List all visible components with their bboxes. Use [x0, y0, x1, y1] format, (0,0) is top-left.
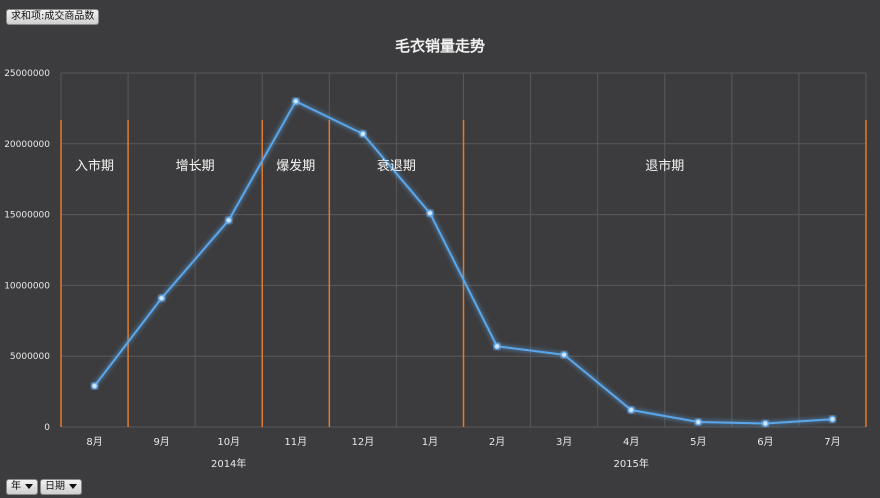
x-tick-label: 1月	[422, 436, 438, 448]
year-field-label: 年	[11, 481, 21, 492]
date-field-button[interactable]: 日期	[40, 479, 82, 495]
x-tick-label: 12月	[352, 436, 375, 448]
x-tick-label: 8月	[86, 436, 102, 448]
x-group-label: 2014年	[211, 457, 246, 470]
year-field-button[interactable]: 年	[6, 479, 38, 495]
x-tick-label: 9月	[153, 436, 169, 448]
x-tick-label: 11月	[284, 436, 307, 448]
data-point	[158, 294, 166, 302]
chart-title: 毛衣销量走势	[395, 37, 485, 55]
y-tick-label: 0	[44, 423, 50, 433]
data-point	[426, 209, 434, 217]
data-point	[225, 216, 233, 224]
data-point	[761, 420, 769, 427]
data-point	[694, 418, 702, 426]
x-tick-label: 10月	[217, 436, 240, 448]
data-point	[91, 382, 98, 390]
phase-label: 爆发期	[276, 158, 315, 174]
x-tick-label: 3月	[556, 436, 572, 448]
x-tick-label: 5月	[690, 436, 706, 448]
y-tick-label: 15000000	[4, 211, 50, 221]
series-line	[93, 100, 833, 425]
values-field-button[interactable]: 求和项:成交商品数	[6, 9, 100, 25]
date-field-label: 日期	[45, 481, 65, 492]
y-tick-label: 5000000	[10, 352, 50, 362]
data-point	[829, 415, 836, 423]
phase-label: 衰退期	[377, 158, 416, 174]
dropdown-arrow-icon[interactable]	[69, 483, 77, 489]
x-group-label: 2015年	[613, 457, 648, 470]
data-point	[560, 351, 568, 359]
phase-label: 增长期	[176, 159, 215, 174]
x-tick-label: 4月	[623, 436, 639, 448]
x-tick-label: 2月	[489, 436, 505, 448]
dropdown-arrow-icon[interactable]	[25, 483, 33, 489]
y-tick-label: 10000000	[4, 281, 50, 291]
data-point	[493, 342, 501, 350]
y-tick-label: 20000000	[4, 140, 50, 150]
phase-label: 退市期	[645, 158, 684, 174]
data-point	[359, 130, 367, 138]
data-point	[292, 97, 300, 105]
x-tick-label: 7月	[824, 436, 840, 448]
data-point	[627, 406, 635, 414]
phase-label: 入市期	[75, 158, 114, 174]
y-tick-label: 25000000	[4, 69, 50, 79]
x-tick-label: 6月	[757, 436, 773, 448]
